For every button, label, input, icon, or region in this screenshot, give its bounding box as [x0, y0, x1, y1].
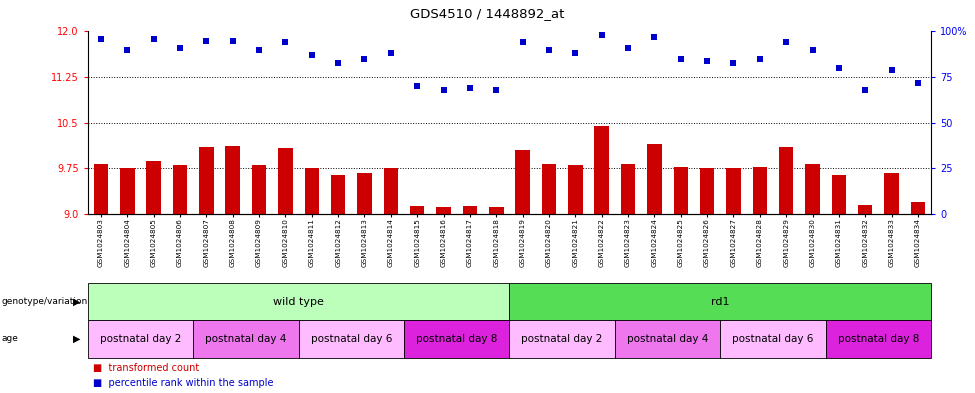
- Point: [673, 56, 688, 62]
- Text: rd1: rd1: [711, 297, 729, 307]
- Bar: [568, 165, 583, 214]
- Bar: [647, 144, 662, 214]
- Text: postnatal day 4: postnatal day 4: [205, 334, 287, 344]
- Bar: [509, 283, 931, 320]
- Point: [462, 85, 478, 91]
- Bar: [700, 168, 715, 214]
- Point: [541, 47, 557, 53]
- Text: age: age: [2, 334, 19, 343]
- Bar: [509, 320, 615, 358]
- Bar: [146, 161, 161, 214]
- Text: postnatal day 6: postnatal day 6: [732, 334, 814, 344]
- Text: postnatal day 2: postnatal day 2: [99, 334, 181, 344]
- Bar: [884, 173, 899, 214]
- Bar: [436, 207, 450, 214]
- Bar: [832, 174, 846, 214]
- Text: postnatal day 8: postnatal day 8: [838, 334, 919, 344]
- Bar: [88, 320, 193, 358]
- Point: [120, 47, 136, 53]
- Bar: [726, 169, 741, 214]
- Bar: [721, 320, 826, 358]
- Text: genotype/variation: genotype/variation: [2, 297, 88, 306]
- Point: [383, 50, 399, 57]
- Bar: [621, 163, 636, 214]
- Bar: [120, 168, 135, 214]
- Point: [646, 34, 662, 40]
- Text: postnatal day 8: postnatal day 8: [416, 334, 497, 344]
- Text: postnatal day 6: postnatal day 6: [311, 334, 392, 344]
- Point: [699, 57, 715, 64]
- Bar: [674, 167, 688, 214]
- Bar: [779, 147, 794, 214]
- Point: [857, 87, 873, 93]
- Bar: [331, 175, 345, 214]
- Bar: [615, 320, 721, 358]
- Bar: [753, 167, 767, 214]
- Point: [436, 87, 451, 93]
- Point: [752, 56, 767, 62]
- Bar: [88, 283, 509, 320]
- Bar: [193, 320, 298, 358]
- Text: ▶: ▶: [73, 334, 81, 344]
- Point: [804, 47, 820, 53]
- Point: [278, 39, 293, 46]
- Bar: [357, 173, 371, 214]
- Point: [94, 36, 109, 42]
- Bar: [911, 202, 925, 214]
- Bar: [489, 207, 503, 214]
- Text: postnatal day 4: postnatal day 4: [627, 334, 708, 344]
- Bar: [94, 164, 108, 214]
- Bar: [826, 320, 931, 358]
- Point: [620, 45, 636, 51]
- Text: wild type: wild type: [273, 297, 324, 307]
- Bar: [173, 165, 187, 214]
- Point: [883, 67, 899, 73]
- Bar: [542, 164, 556, 214]
- Point: [778, 39, 794, 46]
- Point: [357, 56, 372, 62]
- Point: [594, 32, 609, 38]
- Point: [304, 52, 320, 58]
- Bar: [805, 164, 820, 214]
- Text: ■  transformed count: ■ transformed count: [93, 363, 199, 373]
- Point: [515, 39, 530, 46]
- Bar: [463, 206, 477, 214]
- Point: [331, 59, 346, 66]
- Point: [567, 50, 583, 57]
- Point: [831, 65, 846, 71]
- Point: [488, 87, 504, 93]
- Bar: [516, 150, 529, 214]
- Text: GDS4510 / 1448892_at: GDS4510 / 1448892_at: [410, 7, 565, 20]
- Bar: [383, 169, 398, 214]
- Point: [410, 83, 425, 90]
- Bar: [298, 320, 404, 358]
- Point: [225, 37, 241, 44]
- Point: [252, 47, 267, 53]
- Point: [910, 79, 925, 86]
- Bar: [595, 126, 609, 214]
- Bar: [304, 168, 319, 214]
- Bar: [858, 205, 873, 214]
- Bar: [225, 146, 240, 214]
- Bar: [252, 165, 266, 214]
- Bar: [404, 320, 509, 358]
- Point: [725, 59, 741, 66]
- Point: [173, 45, 188, 51]
- Bar: [278, 149, 292, 214]
- Point: [146, 36, 162, 42]
- Text: ■  percentile rank within the sample: ■ percentile rank within the sample: [93, 378, 273, 387]
- Text: ▶: ▶: [73, 297, 81, 307]
- Point: [199, 37, 214, 44]
- Bar: [199, 147, 214, 214]
- Bar: [410, 206, 424, 214]
- Text: postnatal day 2: postnatal day 2: [522, 334, 603, 344]
